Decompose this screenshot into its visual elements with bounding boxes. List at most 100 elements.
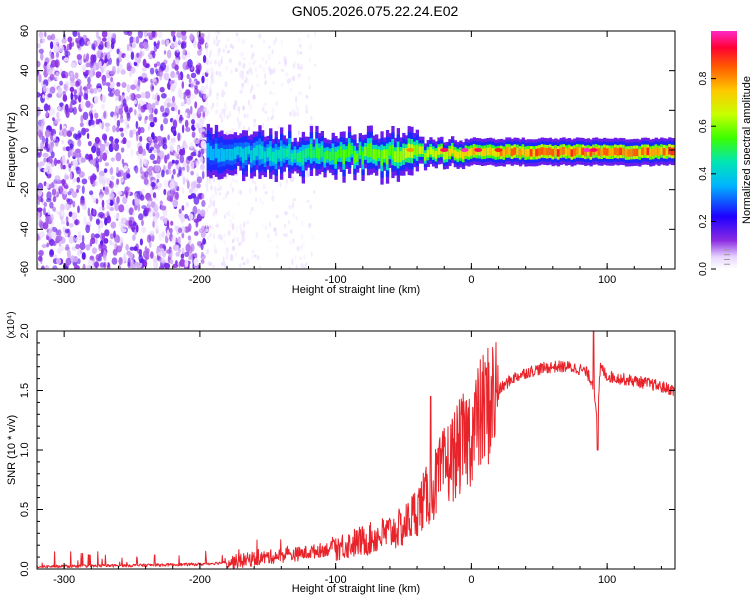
- noise-blob: [183, 97, 187, 105]
- noise-speck: [268, 45, 271, 49]
- noise-speck: [241, 52, 244, 56]
- noise-speck: [307, 76, 310, 83]
- noise-speck: [303, 254, 307, 260]
- noise-blob: [166, 153, 170, 160]
- noise-blob: [120, 147, 125, 153]
- noise-blob: [180, 42, 187, 49]
- noise-blob: [188, 188, 194, 194]
- noise-speck: [231, 187, 234, 192]
- noise-blob: [45, 215, 49, 225]
- band-strip: [328, 151, 333, 161]
- noise-speck: [297, 130, 300, 136]
- noise-blob: [184, 112, 188, 117]
- noise-speck: [258, 64, 262, 69]
- noise-blob: [79, 37, 85, 47]
- noise-blob: [168, 169, 172, 175]
- noise-blob: [94, 112, 99, 119]
- band-strip: [385, 149, 390, 165]
- noise-blob: [117, 191, 123, 196]
- noise-blob: [95, 198, 99, 205]
- band-strip: [461, 151, 466, 160]
- noise-blob: [77, 248, 81, 257]
- noise-speck: [264, 80, 267, 85]
- noise-blob: [172, 263, 179, 268]
- noise-blob: [148, 136, 153, 142]
- spectrogram-signal-band: [206, 123, 675, 185]
- noise-blob: [119, 127, 124, 132]
- noise-blob: [118, 169, 124, 177]
- noise-speck: [253, 118, 257, 123]
- band-hotspot: [440, 148, 449, 152]
- noise-speck: [292, 213, 295, 218]
- y-tick-label: -40: [19, 221, 31, 237]
- band-strip: [573, 148, 577, 156]
- noise-blob: [41, 265, 45, 269]
- noise-speck: [205, 44, 210, 48]
- band-strip: [337, 149, 341, 159]
- noise-blob: [160, 62, 166, 71]
- band-strip: [453, 149, 457, 158]
- noise-blob: [106, 40, 110, 49]
- band-strip: [277, 150, 281, 159]
- noise-blob: [94, 95, 99, 104]
- band-strip: [668, 147, 672, 155]
- noise-speck: [256, 83, 260, 87]
- noise-blob: [201, 170, 205, 180]
- noise-speck: [222, 261, 227, 267]
- noise-speck: [300, 262, 304, 269]
- noise-speck: [225, 246, 229, 254]
- noise-blob: [169, 227, 173, 234]
- band-strip: [470, 148, 474, 156]
- noise-speck: [215, 207, 218, 215]
- noise-blob: [179, 213, 186, 223]
- noise-speck: [215, 109, 218, 114]
- noise-blob: [132, 211, 136, 217]
- band-strip: [369, 143, 373, 157]
- noise-blob: [141, 226, 147, 234]
- noise-blob: [55, 71, 60, 81]
- band-strip: [459, 150, 463, 158]
- band-strip: [309, 144, 314, 159]
- noise-blob: [83, 86, 87, 91]
- band-strip: [244, 147, 248, 160]
- noise-speck: [272, 114, 274, 120]
- band-strip: [670, 147, 675, 156]
- band-strip: [228, 148, 232, 161]
- noise-speck: [287, 78, 290, 85]
- noise-blob: [83, 216, 87, 225]
- band-strip: [608, 148, 612, 156]
- noise-blob: [123, 31, 130, 36]
- noise-blob: [129, 216, 135, 224]
- noise-blob: [52, 241, 57, 246]
- spectrogram-panel: -300 -200 -100 0 100 60 40 20 0 -20 -40 -60 Height…: [6, 25, 676, 296]
- noise-blob: [115, 152, 122, 162]
- band-strip: [635, 148, 639, 157]
- noise-blob: [81, 178, 88, 185]
- noise-speck: [222, 108, 226, 114]
- noise-blob: [37, 262, 40, 268]
- snr-y-ticks: 0.0 0.5 1.0 1.5 2.0: [19, 323, 675, 577]
- band-strip: [301, 150, 305, 165]
- noise-blob: [168, 139, 175, 147]
- x-tick-label: -300: [53, 274, 75, 286]
- noise-blob: [148, 113, 154, 122]
- band-strip: [288, 143, 292, 159]
- noise-speck: [294, 254, 297, 260]
- band-strip: [494, 149, 498, 157]
- band-strip: [307, 147, 311, 157]
- noise-blob: [150, 251, 154, 259]
- noise-blob: [37, 70, 40, 75]
- noise-blob: [130, 66, 136, 74]
- noise-speck: [244, 237, 247, 243]
- noise-blob: [44, 264, 50, 269]
- noise-blob: [65, 216, 69, 223]
- noise-blob: [170, 42, 175, 49]
- noise-blob: [37, 212, 41, 218]
- noise-speck: [275, 101, 278, 106]
- noise-blob: [103, 168, 108, 174]
- noise-blob: [47, 93, 53, 98]
- noise-speck: [237, 106, 241, 112]
- noise-blob: [101, 74, 107, 82]
- noise-blob: [146, 234, 151, 243]
- spectrogram-y-label: Frequency (Hz): [6, 112, 18, 188]
